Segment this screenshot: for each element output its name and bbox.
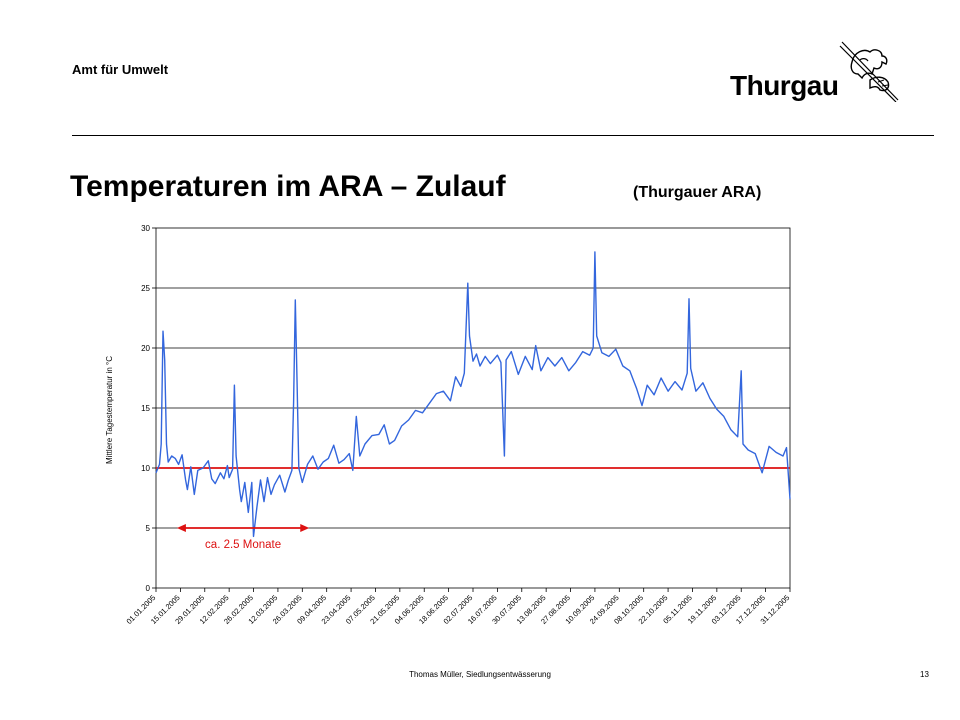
- canton-lion-logo-icon: [839, 41, 899, 102]
- page-number: 13: [920, 670, 929, 679]
- y-tick-label: 0: [146, 584, 151, 593]
- temperature-series: [155, 251, 791, 538]
- y-tick-label: 30: [141, 224, 150, 233]
- brand-wordmark: Thurgau: [730, 70, 839, 101]
- organization-name: Amt für Umwelt: [72, 62, 169, 77]
- annotation-label: ca. 2.5 Monate: [205, 539, 281, 551]
- y-tick-label: 10: [141, 464, 150, 473]
- slide-subtitle: (Thurgauer ARA): [633, 184, 762, 201]
- y-axis-ticks: 0 5 10 15 20 25 30: [141, 224, 156, 593]
- temperature-line-chart: 0 5 10 15 20 25 30 Mittlere Tagestemperatur in…: [105, 224, 791, 626]
- header-divider: [72, 135, 934, 136]
- chart-grid: [155, 227, 791, 589]
- slide-title: Temperaturen im ARA – Zulauf: [70, 170, 506, 203]
- y-tick-label: 15: [141, 404, 150, 413]
- y-tick-label: 25: [141, 284, 150, 293]
- footer-author: Thomas Müller, Siedlungsentwässerung: [409, 670, 551, 679]
- annotation-arrow-head-left: [176, 524, 186, 532]
- y-tick-label: 20: [141, 344, 150, 353]
- x-axis-ticks: 01.01.200515.01.200529.01.200512.02.2005…: [125, 588, 791, 626]
- duration-annotation: ca. 2.5 Monate: [176, 524, 310, 551]
- y-axis-label: Mittlere Tagestemperatur in °C: [105, 356, 114, 464]
- annotation-arrow-head-right: [300, 524, 310, 532]
- temperature-line: [155, 251, 791, 538]
- y-tick-label: 5: [146, 524, 151, 533]
